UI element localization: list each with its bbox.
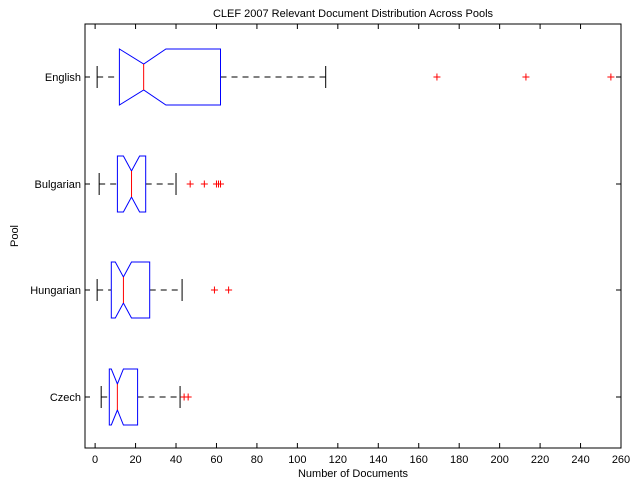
x-tick-label: 220	[531, 454, 549, 466]
outlier-bulgarian	[200, 180, 208, 188]
y-tick-label-hungarian: Hungarian	[30, 285, 81, 297]
x-tick-label: 160	[410, 454, 428, 466]
outlier-czech	[184, 393, 192, 401]
x-tick-label: 40	[170, 454, 182, 466]
x-tick-label: 140	[369, 454, 387, 466]
chart-marks: 0 20 40 60 80 100 120 140 160 180 200 220 240 260 Engl…	[30, 24, 630, 466]
x-tick-label: 240	[571, 454, 589, 466]
outlier-english	[433, 73, 441, 81]
box-bulgarian	[116, 155, 147, 213]
outlier-english	[607, 73, 615, 81]
x-tick-label: 120	[329, 454, 347, 466]
y-axis-label: Pool	[9, 225, 21, 247]
x-tick-label: 20	[129, 454, 141, 466]
outlier-bulgarian	[186, 180, 194, 188]
y-tick-label-bulgarian: Bulgarian	[35, 179, 81, 191]
chart-title: CLEF 2007 Relevant Document Distribution…	[213, 8, 494, 20]
box-czech	[108, 368, 139, 426]
box-english	[118, 48, 221, 106]
outlier-hungarian	[210, 286, 218, 294]
x-axis-label: Number of Documents	[298, 468, 409, 480]
outlier-hungarian	[225, 286, 233, 294]
y-tick-label-english: English	[45, 72, 81, 84]
plot-frame	[84, 23, 622, 449]
x-tick-label: 60	[210, 454, 222, 466]
x-tick-label: 80	[251, 454, 263, 466]
box-hungarian	[110, 261, 151, 319]
y-tick-label-czech: Czech	[50, 392, 81, 404]
x-tick-label: 0	[92, 454, 98, 466]
x-tick-label: 260	[612, 454, 630, 466]
outlier-english	[522, 73, 530, 81]
x-tick-label: 200	[490, 454, 508, 466]
x-tick-label: 100	[288, 454, 306, 466]
outlier-bulgarian	[217, 180, 225, 188]
x-tick-label: 180	[450, 454, 468, 466]
